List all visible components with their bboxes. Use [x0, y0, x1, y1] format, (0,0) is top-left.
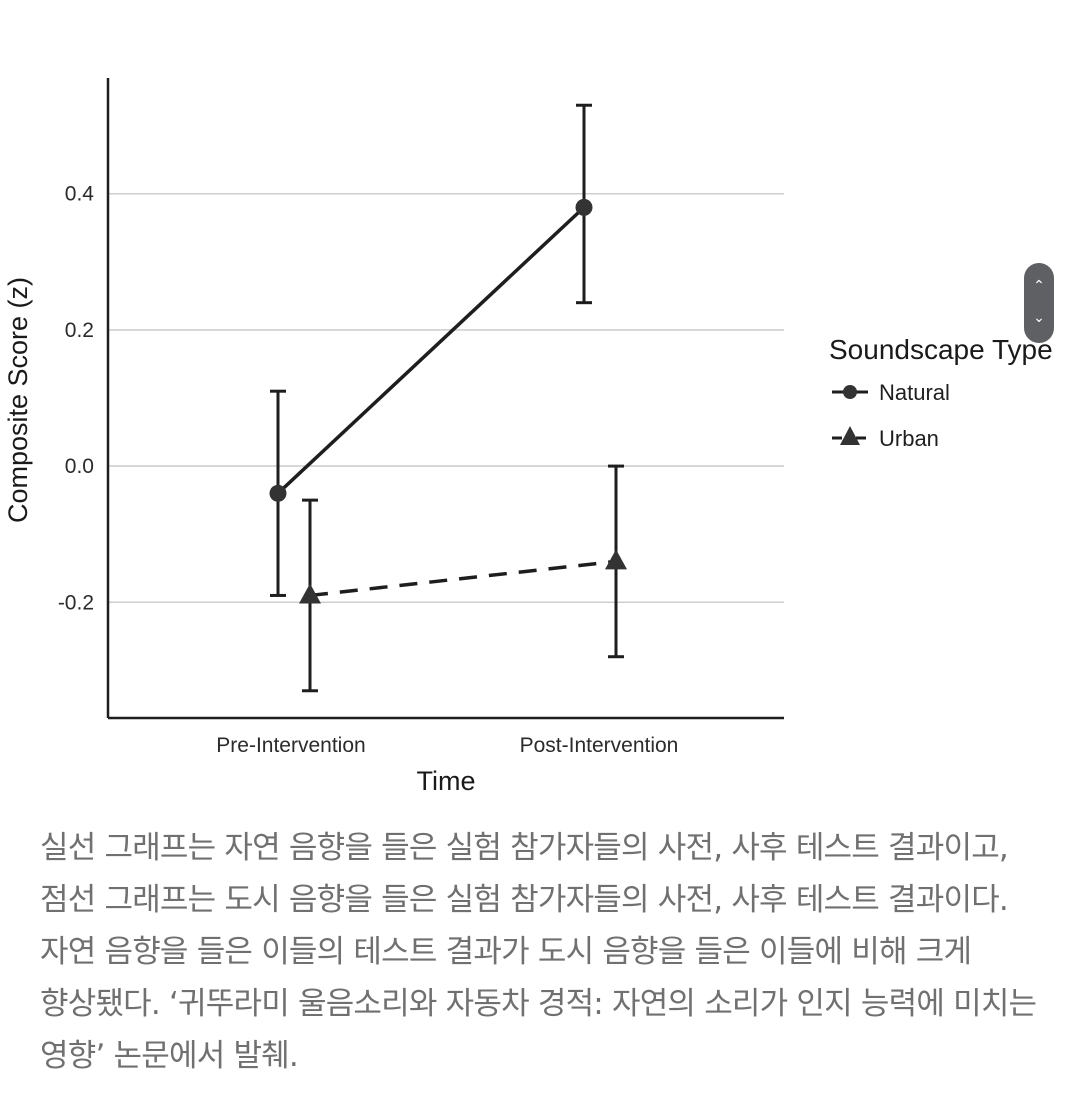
- legend-item-natural: Natural: [832, 380, 950, 405]
- chevron-up-icon[interactable]: ⌃: [1033, 278, 1045, 294]
- series: [269, 103, 627, 693]
- legend-item-urban: Urban: [832, 426, 939, 451]
- series-urban: [299, 464, 627, 693]
- x-axis-title: Time: [417, 766, 476, 796]
- axes: [106, 78, 784, 720]
- chevron-down-icon[interactable]: ⌄: [1033, 310, 1045, 326]
- data-point: [575, 198, 593, 216]
- series-line: [309, 559, 617, 598]
- series-natural: [269, 103, 593, 597]
- line-chart: -0.2 0.0 0.2 0.4 Pre-Intervention Post-Inter…: [3, 78, 1053, 796]
- y-axis-title: Composite Score (z): [3, 277, 33, 523]
- x-tick-label: Post-Intervention: [520, 734, 679, 757]
- legend-urban-label: Urban: [879, 426, 939, 451]
- legend-natural-label: Natural: [879, 380, 950, 405]
- x-tick-labels: Pre-Intervention Post-Intervention: [216, 734, 678, 757]
- y-tick-label: -0.2: [58, 591, 94, 614]
- figure-caption: 실선 그래프는 자연 음향을 들은 실험 참가자들의 사전, 사후 테스트 결과…: [40, 830, 1037, 1074]
- x-tick-label: Pre-Intervention: [216, 734, 365, 757]
- y-tick-label: 0.2: [65, 319, 94, 342]
- legend-urban-triangle-icon: [840, 426, 860, 445]
- gridlines: [108, 192, 784, 604]
- y-tick-labels: -0.2 0.0 0.2 0.4: [58, 183, 94, 615]
- y-tick-label: 0.4: [65, 183, 95, 206]
- data-point: [605, 549, 627, 570]
- legend-title: Soundscape Type: [829, 334, 1053, 365]
- data-point: [269, 484, 287, 502]
- series-line: [276, 206, 586, 495]
- legend-natural-circle-icon: [843, 385, 857, 399]
- data-point: [299, 583, 321, 604]
- y-tick-label: 0.0: [65, 455, 94, 478]
- scroll-widget[interactable]: ⌃ ⌄: [1024, 263, 1054, 343]
- legend: Soundscape Type Natural Urban: [829, 334, 1053, 451]
